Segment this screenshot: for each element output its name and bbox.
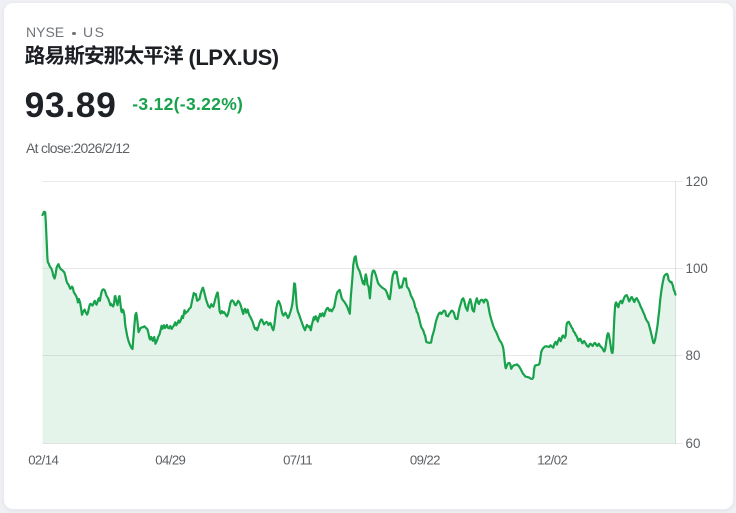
svg-text:12/02: 12/02 xyxy=(537,453,567,468)
svg-text:07/11: 07/11 xyxy=(283,453,312,468)
svg-text:80: 80 xyxy=(686,348,701,363)
svg-text:04/29: 04/29 xyxy=(155,453,185,468)
svg-text:60: 60 xyxy=(686,436,701,451)
svg-text:120: 120 xyxy=(686,174,708,189)
svg-text:02/14: 02/14 xyxy=(28,453,58,468)
svg-text:100: 100 xyxy=(686,261,708,276)
svg-text:09/22: 09/22 xyxy=(410,453,440,468)
